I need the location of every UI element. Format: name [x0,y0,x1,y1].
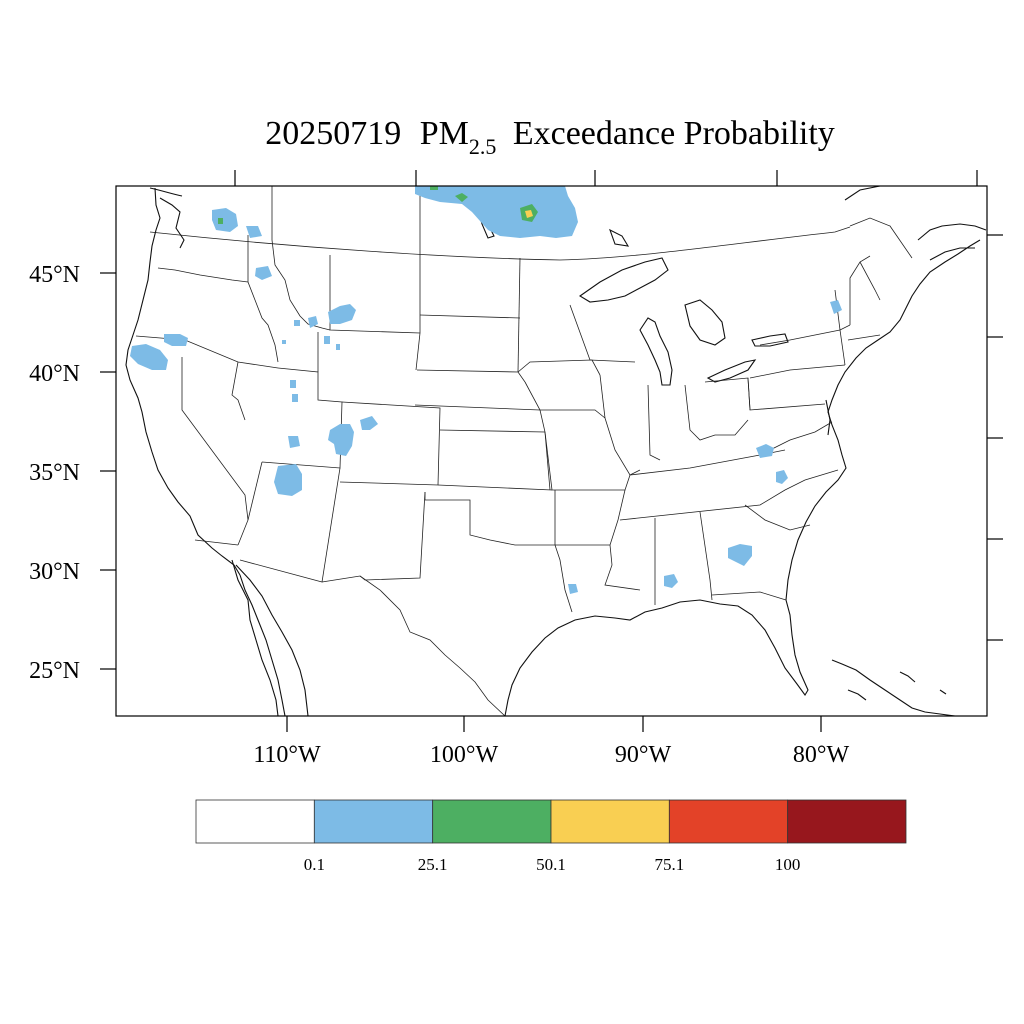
title-rest: Exceedance Probability [513,115,835,152]
prob-patch-nevada-dots [282,340,298,402]
prob-patch-manitoba-green [430,186,538,222]
prob-patch-louisiana [568,584,578,594]
prob-patch-n-california [130,344,168,370]
prob-patch-manitoba-yellow [525,210,533,218]
map-panel [125,186,987,716]
map-title: 20250719 PM2.5 Exceedance Probability [265,115,835,162]
prob-patch-arizona [274,464,302,496]
prob-patch-colorado-east [360,416,378,430]
prob-patch-ne-washington [212,208,238,232]
colorbar-label: 0.1 [304,855,325,874]
lon-label-90w: 90°W [615,742,672,768]
prob-patch-idaho-north [246,226,262,238]
title-pollutant: PM [420,115,469,152]
map-frame [115,185,988,717]
prob-patch-colorado [328,424,354,456]
prob-patch-virginia [756,444,774,458]
colorbar-label: 50.1 [536,855,566,874]
coastlines [125,186,987,716]
lat-label-40: 40°N [29,361,80,387]
colorbar-label: 100 [775,855,801,874]
lat-label-25: 25°N [29,658,80,684]
lon-label-80w: 80°W [793,742,850,768]
colorbar-segment [195,799,315,844]
lon-label-100w: 100°W [430,742,499,768]
colorbar-segment [787,799,907,844]
state-borders [135,186,913,716]
colorbar-segment [550,799,670,844]
prob-patch-north-carolina [776,470,788,484]
lat-label-35: 35°N [29,460,80,486]
prob-patch-georgia [728,544,752,566]
colorbar-segment [432,799,552,844]
prob-patch-alabama [664,574,678,588]
title-date: 20250719 [265,115,401,152]
probability-patches [130,186,842,594]
title-pollutant-subscript: 2.5 [469,134,497,159]
canada-border [149,226,851,261]
colorbar-segment [668,799,789,844]
colorbar-label: 25.1 [418,855,448,874]
top-ticks [234,170,978,186]
latitude-axis: 45°N 40°N 35°N 30°N 25°N [29,262,116,684]
prob-patch-utah [288,436,300,448]
prob-patch-manitoba [415,186,578,238]
prob-patch-montana-west [255,266,272,280]
colorbar-segment [313,799,434,844]
lon-label-110w: 110°W [253,742,321,768]
prob-patch-wyoming-small [294,316,340,350]
colorbar: 0.1 25.1 50.1 75.1 100 [195,799,907,874]
right-ticks [987,234,1003,641]
lat-label-45: 45°N [29,262,80,288]
prob-patch-wyoming [328,304,356,324]
longitude-axis: 110°W 100°W 90°W 80°W [253,716,849,768]
prob-patch-vermont [830,300,842,314]
colorbar-label: 75.1 [654,855,684,874]
prob-patch-ne-washington-green [218,218,223,224]
lat-label-30: 30°N [29,559,80,585]
prob-patch-oregon [164,334,188,346]
